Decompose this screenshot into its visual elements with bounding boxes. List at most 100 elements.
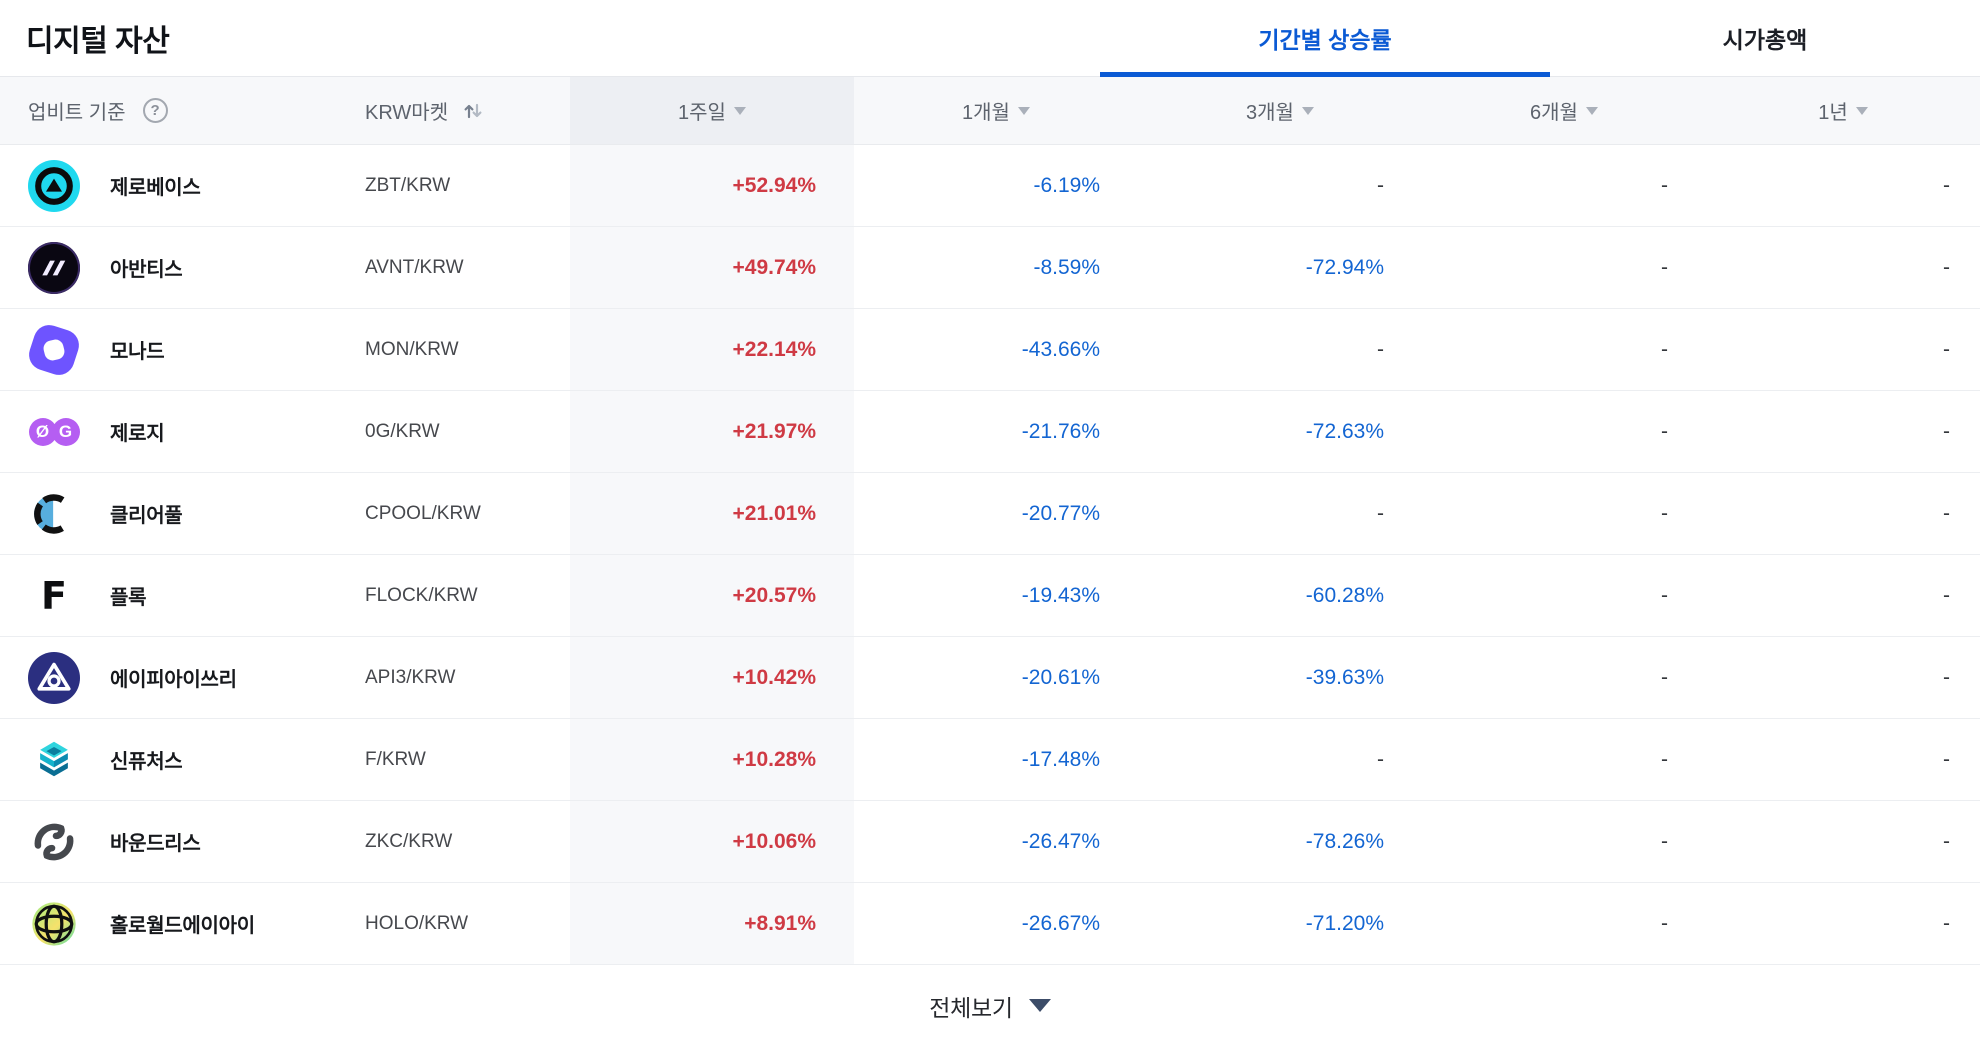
period-value: - — [1943, 665, 1950, 689]
coin-name: 모나드 — [110, 341, 165, 363]
period-value: - — [1661, 583, 1668, 607]
coin-name: 제로지 — [110, 423, 165, 445]
period-value: -71.20% — [1305, 911, 1384, 935]
header-label: 6개월 — [1530, 102, 1578, 124]
header-market[interactable]: KRW마켓 — [285, 77, 570, 144]
period-value: -8.59% — [1033, 255, 1100, 279]
period-value: - — [1377, 173, 1384, 197]
table-row[interactable]: 모나드 MON/KRW +22.14% -43.66% - - - — [0, 309, 1980, 391]
period-value: +8.91% — [570, 883, 854, 964]
period-value: -60.28% — [1305, 583, 1384, 607]
period-value: +10.28% — [570, 719, 854, 800]
period-value: +52.94% — [570, 145, 854, 226]
header-6month[interactable]: 6개월 — [1422, 77, 1706, 144]
period-value: +20.57% — [570, 555, 854, 636]
period-value: - — [1943, 255, 1950, 279]
period-value: +10.42% — [570, 637, 854, 718]
table-row[interactable]: F 플록 FLOCK/KRW +20.57% -19.43% -60.28% - - — [0, 555, 1980, 637]
period-value: -78.26% — [1305, 829, 1384, 853]
table-row[interactable]: 제로베이스 ZBT/KRW +52.94% -6.19% - - - — [0, 145, 1980, 227]
table-row[interactable]: 아반티스 AVNT/KRW +49.74% -8.59% -72.94% - - — [0, 227, 1980, 309]
tab-bar: 기간별 상승률 시가총액 — [1100, 0, 1980, 77]
tab-label: 기간별 상승률 — [1258, 27, 1392, 53]
period-value: - — [1661, 829, 1668, 853]
market-header-label: KRW마켓 — [365, 102, 449, 124]
monad-icon — [25, 320, 83, 379]
header-3month[interactable]: 3개월 — [1138, 77, 1422, 144]
period-value: - — [1943, 747, 1950, 771]
table-row[interactable]: 클리어풀 CPOOL/KRW +21.01% -20.77% - - - — [0, 473, 1980, 555]
table-row[interactable]: 신퓨처스 F/KRW +10.28% -17.48% - - - — [0, 719, 1980, 801]
market-pair: CPOOL/KRW — [365, 502, 481, 524]
api3-icon — [28, 651, 80, 704]
zerobase-icon — [28, 159, 80, 212]
chevron-down-icon — [1028, 999, 1051, 1012]
header-1year[interactable]: 1년 — [1706, 77, 1980, 144]
table-row[interactable]: 에이피아이쓰리 API3/KRW +10.42% -20.61% -39.63% - - — [0, 637, 1980, 719]
period-value: - — [1661, 419, 1668, 443]
period-value: - — [1661, 747, 1668, 771]
market-pair: 0G/KRW — [365, 420, 440, 442]
flock-icon: F — [41, 573, 67, 618]
period-value: - — [1661, 173, 1668, 197]
period-value: - — [1661, 911, 1668, 935]
period-value: +21.97% — [570, 391, 854, 472]
period-value: - — [1943, 583, 1950, 607]
period-value: -20.77% — [1021, 501, 1100, 525]
table-header-row: 업비트 기준 ? KRW마켓 1주일 1개월 3개월 6개월 1년 — [0, 77, 1980, 145]
help-circle-icon[interactable]: ? — [142, 98, 168, 123]
period-value: - — [1377, 501, 1384, 525]
coin-name: 플록 — [110, 587, 147, 609]
swap-vertical-icon — [462, 100, 484, 122]
period-value: -26.47% — [1021, 829, 1100, 853]
period-value: - — [1943, 911, 1950, 935]
coin-name: 아반티스 — [110, 259, 183, 281]
period-value: +10.06% — [570, 801, 854, 882]
market-pair: ZKC/KRW — [365, 830, 453, 852]
period-value: +22.14% — [570, 309, 854, 390]
period-value: - — [1661, 501, 1668, 525]
market-pair: F/KRW — [365, 748, 426, 770]
period-value: -26.67% — [1021, 911, 1100, 935]
market-pair: HOLO/KRW — [365, 912, 469, 934]
holoworld-icon — [28, 898, 80, 950]
period-value: +49.74% — [570, 227, 854, 308]
period-value: - — [1661, 665, 1668, 689]
market-pair: API3/KRW — [365, 666, 456, 688]
tab-market-cap[interactable]: 시가총액 — [1550, 0, 1980, 76]
market-pair: FLOCK/KRW — [365, 584, 478, 606]
table-row[interactable]: 홀로월드에이아이 HOLO/KRW +8.91% -26.67% -71.20% - - — [0, 883, 1980, 965]
period-value: -20.61% — [1021, 665, 1100, 689]
view-all-button[interactable]: 전체보기 — [929, 989, 1051, 1023]
period-value: -43.66% — [1021, 337, 1100, 361]
market-pair: AVNT/KRW — [365, 256, 464, 278]
header-label: 1년 — [1818, 102, 1848, 124]
period-value: -72.63% — [1305, 419, 1384, 443]
market-pair: ZBT/KRW — [365, 174, 451, 196]
synfutures-icon — [28, 734, 80, 786]
tab-period-change[interactable]: 기간별 상승률 — [1100, 0, 1550, 77]
sort-caret-icon — [1585, 106, 1598, 115]
top-bar: 디지털 자산 기간별 상승률 시가총액 — [0, 0, 1980, 77]
source-label: 업비트 기준 — [28, 102, 126, 124]
header-1week[interactable]: 1주일 — [570, 77, 854, 144]
header-1month[interactable]: 1개월 — [854, 77, 1138, 144]
sort-caret-icon — [1017, 106, 1030, 115]
coin-name: 클리어풀 — [110, 505, 183, 527]
table-body: 제로베이스 ZBT/KRW +52.94% -6.19% - - - 아반티스 AVNT… — [0, 145, 1980, 965]
avantis-icon — [28, 241, 80, 294]
g-glyph: G — [51, 417, 80, 446]
table-row[interactable]: 바운드리스 ZKC/KRW +10.06% -26.47% -78.26% - - — [0, 801, 1980, 883]
boundless-icon — [28, 816, 80, 868]
table-footer: 전체보기 — [0, 965, 1980, 1046]
header-source: 업비트 기준 ? — [0, 77, 285, 144]
tab-label: 시가총액 — [1722, 27, 1808, 53]
period-value: -19.43% — [1021, 583, 1100, 607]
period-value: - — [1661, 337, 1668, 361]
market-pair: MON/KRW — [365, 338, 459, 360]
period-value: - — [1943, 173, 1950, 197]
period-value: - — [1943, 829, 1950, 853]
period-value: -39.63% — [1305, 665, 1384, 689]
